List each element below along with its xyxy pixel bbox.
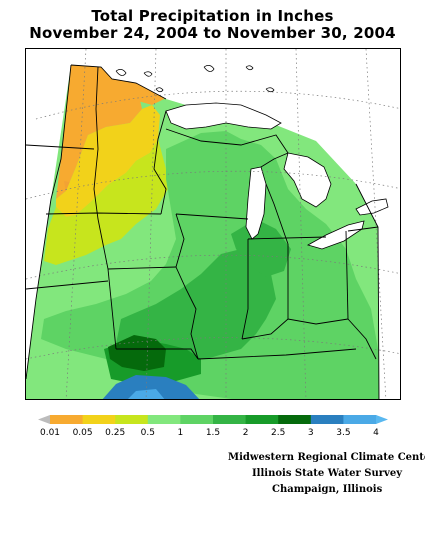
legend-arrow-low: [38, 415, 50, 424]
title-main: Total Precipitation in Inches: [91, 7, 334, 25]
legend-labels: 0.01 0.05 0.25 0.5 1 1.5 2 2.5 3 3.5 4: [38, 428, 388, 440]
lake-superior: [165, 102, 282, 130]
graticule: [26, 49, 400, 399]
credit-location: Champaign, Illinois: [272, 484, 383, 495]
precipitation-map: [25, 48, 401, 400]
credit-survey: Illinois State Water Survey: [252, 468, 403, 479]
state-boundaries: [26, 64, 380, 399]
legend-arrow-high: [376, 415, 388, 424]
legend-swatch: [82, 415, 116, 424]
lake-erie: [306, 220, 365, 250]
precip-zone-yellow: [56, 105, 160, 217]
legend-tick-label: 2: [242, 428, 249, 438]
legend-tick-label: 1: [177, 428, 184, 438]
legend-swatch: [310, 415, 344, 424]
precip-zone-blue-light: [128, 389, 165, 399]
legend-swatch: [343, 415, 377, 424]
legend-swatch: [245, 415, 279, 424]
lake-michigan: [245, 166, 267, 240]
legend-tick-label: 2.5: [271, 428, 286, 438]
legend-swatch: [213, 415, 247, 424]
legend-swatch: [147, 415, 181, 424]
legend-tick-label: 0.5: [140, 428, 155, 438]
legend-tick-label: 0.01: [39, 428, 61, 438]
legend-tick-label: 3.5: [336, 428, 351, 438]
legend-tick-label: 1.5: [205, 428, 221, 438]
legend-tick-label: 4: [373, 428, 379, 438]
title-date-range: November 24, 2004 to November 30, 2004: [29, 24, 396, 42]
precip-zone-green-darkest: [108, 335, 166, 371]
precip-zone-orange: [56, 65, 142, 199]
precip-zone-blue: [102, 375, 200, 399]
precip-zone-green-dark-east: [231, 219, 291, 277]
map-title: Total Precipitation in Inches November 2…: [0, 8, 425, 42]
precip-zone-green-dark: [116, 249, 276, 361]
legend-tick-label: 0.05: [72, 428, 93, 438]
legend-swatch: [115, 415, 149, 424]
legend-tick-label: 0.25: [105, 428, 126, 438]
lake-ontario: [355, 198, 389, 216]
legend-swatch: [180, 415, 214, 424]
legend-swatch: [50, 415, 84, 424]
lake-huron: [283, 152, 332, 208]
precip-zone-yellowgreen: [44, 139, 168, 265]
legend-swatch: [278, 415, 312, 424]
map-canvas: [26, 49, 400, 399]
canada-region: [101, 49, 400, 227]
legend-colorbar: [38, 415, 388, 424]
canada-lakes: [115, 65, 275, 93]
credit-organization: Midwestern Regional Climate Center: [228, 452, 425, 463]
legend-tick-label: 3: [307, 428, 314, 438]
precipitation-legend: 0.01 0.05 0.25 0.5 1 1.5 2 2.5 3 3.5 4: [38, 412, 388, 438]
